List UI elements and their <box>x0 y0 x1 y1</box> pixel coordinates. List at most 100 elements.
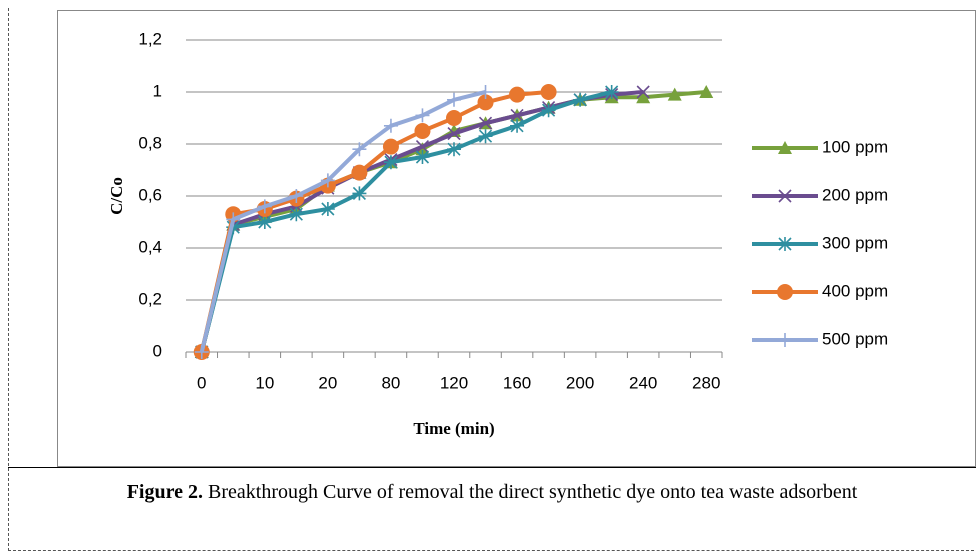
marker <box>636 85 650 99</box>
marker-shape <box>383 155 398 170</box>
legend-label: 400 ppm <box>822 281 888 300</box>
series-line <box>199 90 487 353</box>
marker <box>414 123 431 139</box>
marker <box>541 103 556 118</box>
y-tick-label: 0,4 <box>138 237 162 256</box>
legend-label: 300 ppm <box>822 233 888 252</box>
marker-shape <box>636 85 650 99</box>
marker-shape <box>540 84 557 100</box>
marker-shape <box>257 199 272 214</box>
marker-shape <box>667 87 682 101</box>
marker-shape <box>194 345 209 359</box>
marker <box>257 215 272 229</box>
marker <box>510 108 524 122</box>
marker <box>478 85 493 99</box>
marker <box>573 92 588 107</box>
marker <box>352 186 367 201</box>
marker-shape <box>778 189 792 203</box>
y-tick-label: 0,6 <box>138 185 162 204</box>
marker <box>383 118 398 133</box>
legend-label: 200 ppm <box>822 185 888 204</box>
marker <box>351 164 368 181</box>
marker-shape <box>604 85 619 99</box>
x-tick-label: 0 <box>197 373 206 392</box>
marker-shape <box>447 142 461 157</box>
marker <box>320 202 335 216</box>
y-tick-label: 1,2 <box>138 29 162 48</box>
legend-marker <box>777 284 793 300</box>
marker <box>383 155 398 170</box>
marker-shape <box>320 173 335 188</box>
marker-shape <box>699 85 714 98</box>
marker-shape <box>415 150 430 164</box>
marker-shape <box>636 90 651 104</box>
marker <box>415 108 430 123</box>
marker <box>667 87 682 101</box>
marker-shape <box>777 284 793 300</box>
x-tick-label: 200 <box>566 373 594 392</box>
marker <box>447 142 461 157</box>
marker <box>382 138 399 155</box>
legend-marker <box>778 237 792 251</box>
marker-shape <box>415 108 430 123</box>
marker-shape <box>478 85 493 99</box>
marker-shape <box>509 86 526 103</box>
x-tick-label: 160 <box>503 373 531 392</box>
marker-shape <box>510 118 525 133</box>
marker-shape <box>778 141 792 154</box>
marker-shape <box>446 110 462 126</box>
x-tick-label: 280 <box>692 373 720 392</box>
marker-shape <box>573 92 588 107</box>
marker-shape <box>478 116 493 130</box>
marker <box>478 116 493 130</box>
marker-shape <box>478 129 493 144</box>
marker-shape <box>477 94 494 111</box>
legend-label: 100 ppm <box>822 137 888 156</box>
x-tick-label: 10 <box>255 373 274 392</box>
marker <box>509 86 526 103</box>
marker <box>477 94 494 111</box>
marker-shape <box>414 123 431 139</box>
figure-frame <box>8 8 974 551</box>
marker-shape <box>447 127 461 141</box>
marker <box>226 212 241 227</box>
marker <box>604 85 619 99</box>
marker-shape <box>289 207 304 222</box>
y-axis-label: C/Co <box>107 177 126 215</box>
marker <box>540 84 557 100</box>
legend-marker <box>778 333 792 347</box>
caption-box <box>8 467 976 551</box>
x-tick-label: 80 <box>381 373 400 392</box>
y-tick-label: 0 <box>153 341 162 360</box>
marker <box>415 150 430 164</box>
marker <box>478 129 493 144</box>
y-tick-label: 0,8 <box>138 133 162 152</box>
caption-label: Figure 2. <box>126 481 204 503</box>
marker <box>636 90 651 104</box>
marker <box>320 173 335 188</box>
marker-shape <box>383 118 398 133</box>
marker-shape <box>415 140 430 154</box>
legend-marker <box>778 141 792 154</box>
x-tick-label: 20 <box>318 373 337 392</box>
caption-text: Breakthrough Curve of removal the direct… <box>208 481 858 503</box>
marker-shape <box>257 215 272 229</box>
marker-shape <box>320 202 335 216</box>
marker-shape <box>351 164 368 181</box>
marker <box>289 207 304 222</box>
marker <box>699 85 714 98</box>
x-tick-label: 240 <box>629 373 657 392</box>
caption: Figure 2. Breakthrough Curve of removal … <box>8 480 976 505</box>
marker <box>447 92 461 107</box>
marker-shape <box>226 212 241 227</box>
y-tick-label: 1 <box>153 81 162 100</box>
marker-shape <box>352 186 367 201</box>
marker-shape <box>541 103 556 118</box>
marker <box>194 345 209 359</box>
marker <box>510 118 525 133</box>
legend-marker <box>778 189 792 203</box>
marker-shape <box>289 189 304 203</box>
marker <box>446 110 462 126</box>
